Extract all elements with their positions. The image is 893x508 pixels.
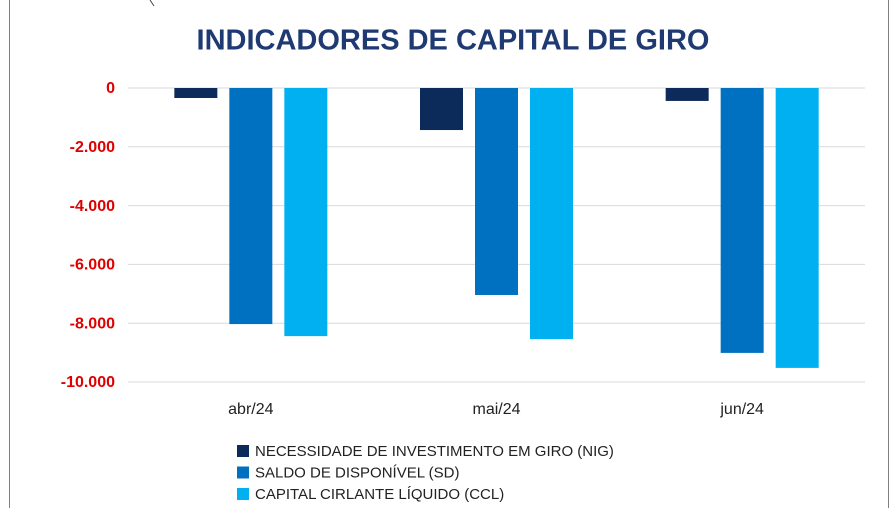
x-tick-label: mai/24 <box>472 401 520 418</box>
bar <box>530 88 573 340</box>
bar <box>174 88 218 98</box>
y-tick-label: -6.000 <box>70 257 115 274</box>
bar <box>775 88 819 368</box>
bar <box>665 88 709 101</box>
legend-swatch <box>237 466 249 479</box>
corner-mark <box>149 0 155 7</box>
legend-label: SALDO DE DISPONÍVEL (SD) <box>255 464 460 481</box>
x-tick-label: jun/24 <box>719 401 764 418</box>
y-tick-label: -2.000 <box>70 139 115 156</box>
x-tick-label: abr/24 <box>228 401 273 418</box>
y-tick-label: 0 <box>106 80 115 97</box>
y-tick-label: -10.000 <box>61 374 115 391</box>
legend-swatch <box>237 445 249 457</box>
legend-label: CAPITAL CIRLANTE LÍQUIDO (CCL) <box>255 486 504 503</box>
bar <box>475 88 518 295</box>
bar <box>284 88 328 337</box>
bar <box>420 88 463 131</box>
legend-label: NECESSIDADE DE INVESTIMENTO EM GIRO (NIG… <box>255 443 614 460</box>
bar <box>229 88 273 325</box>
chart-title: INDICADORES DE CAPITAL DE GIRO <box>197 25 710 57</box>
bar <box>720 88 764 353</box>
y-tick-label: -8.000 <box>70 315 115 332</box>
legend-swatch <box>237 488 249 500</box>
y-tick-label: -4.000 <box>70 198 115 215</box>
